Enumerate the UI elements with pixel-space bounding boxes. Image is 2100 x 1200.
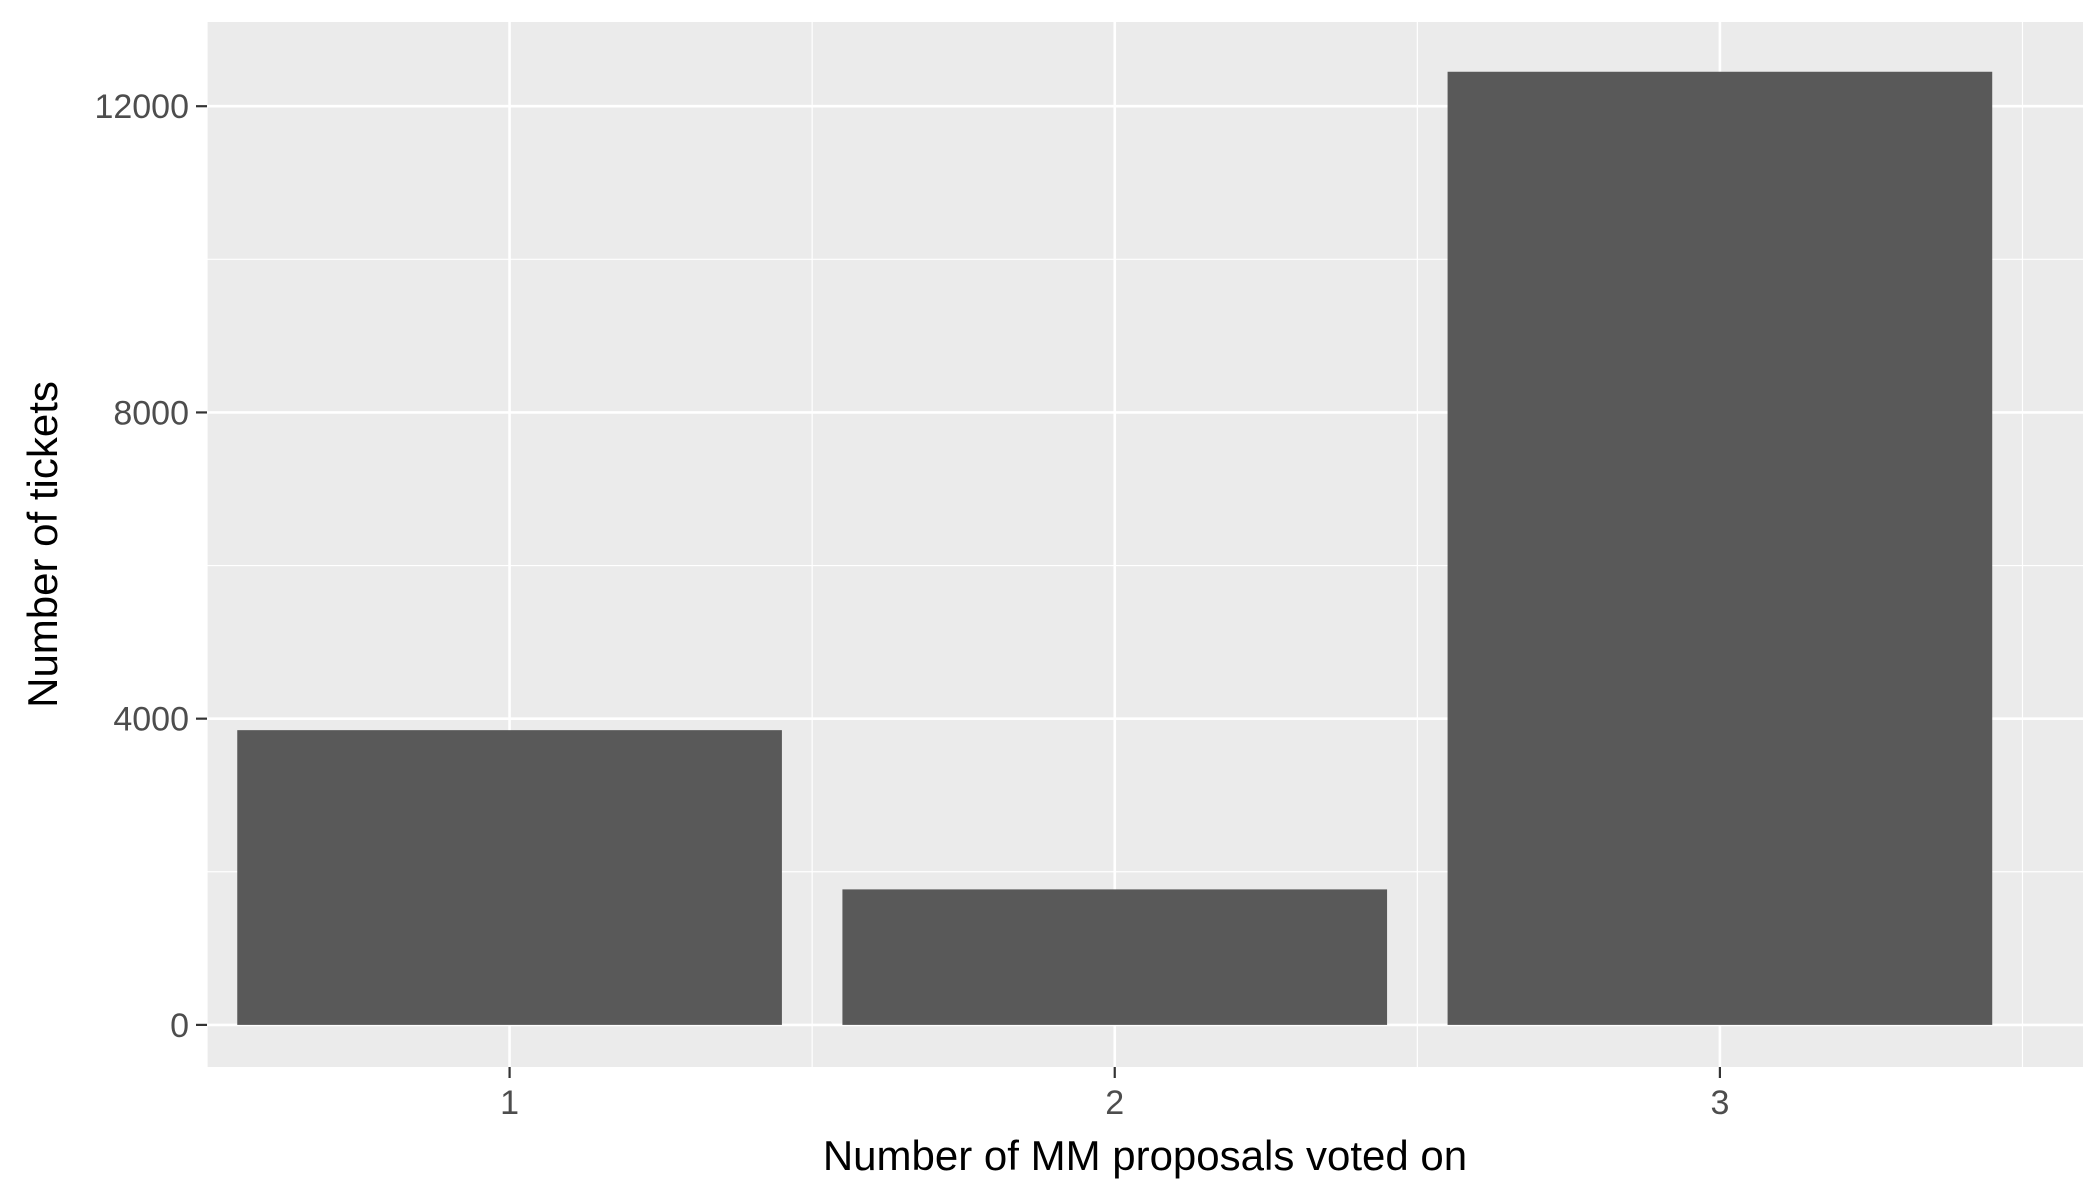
x-tick-label: 2 — [1105, 1084, 1124, 1122]
bar-2 — [842, 889, 1388, 1025]
bar-3 — [1447, 71, 1993, 1025]
bars — [237, 71, 1993, 1025]
x-tick-label: 3 — [1710, 1084, 1729, 1122]
bar-1 — [237, 730, 782, 1025]
y-axis-title: Number of tickets — [19, 381, 66, 708]
x-axis-title: Number of MM proposals voted on — [823, 1132, 1467, 1179]
x-axis: 1 2 3 — [500, 1067, 1729, 1122]
y-tick-label: 8000 — [113, 394, 189, 432]
y-tick-label: 4000 — [113, 701, 189, 739]
y-tick-label: 12000 — [94, 88, 189, 126]
x-tick-label: 1 — [500, 1084, 519, 1122]
y-axis: 0 4000 8000 12000 — [94, 88, 207, 1045]
y-tick-label: 0 — [170, 1007, 189, 1045]
